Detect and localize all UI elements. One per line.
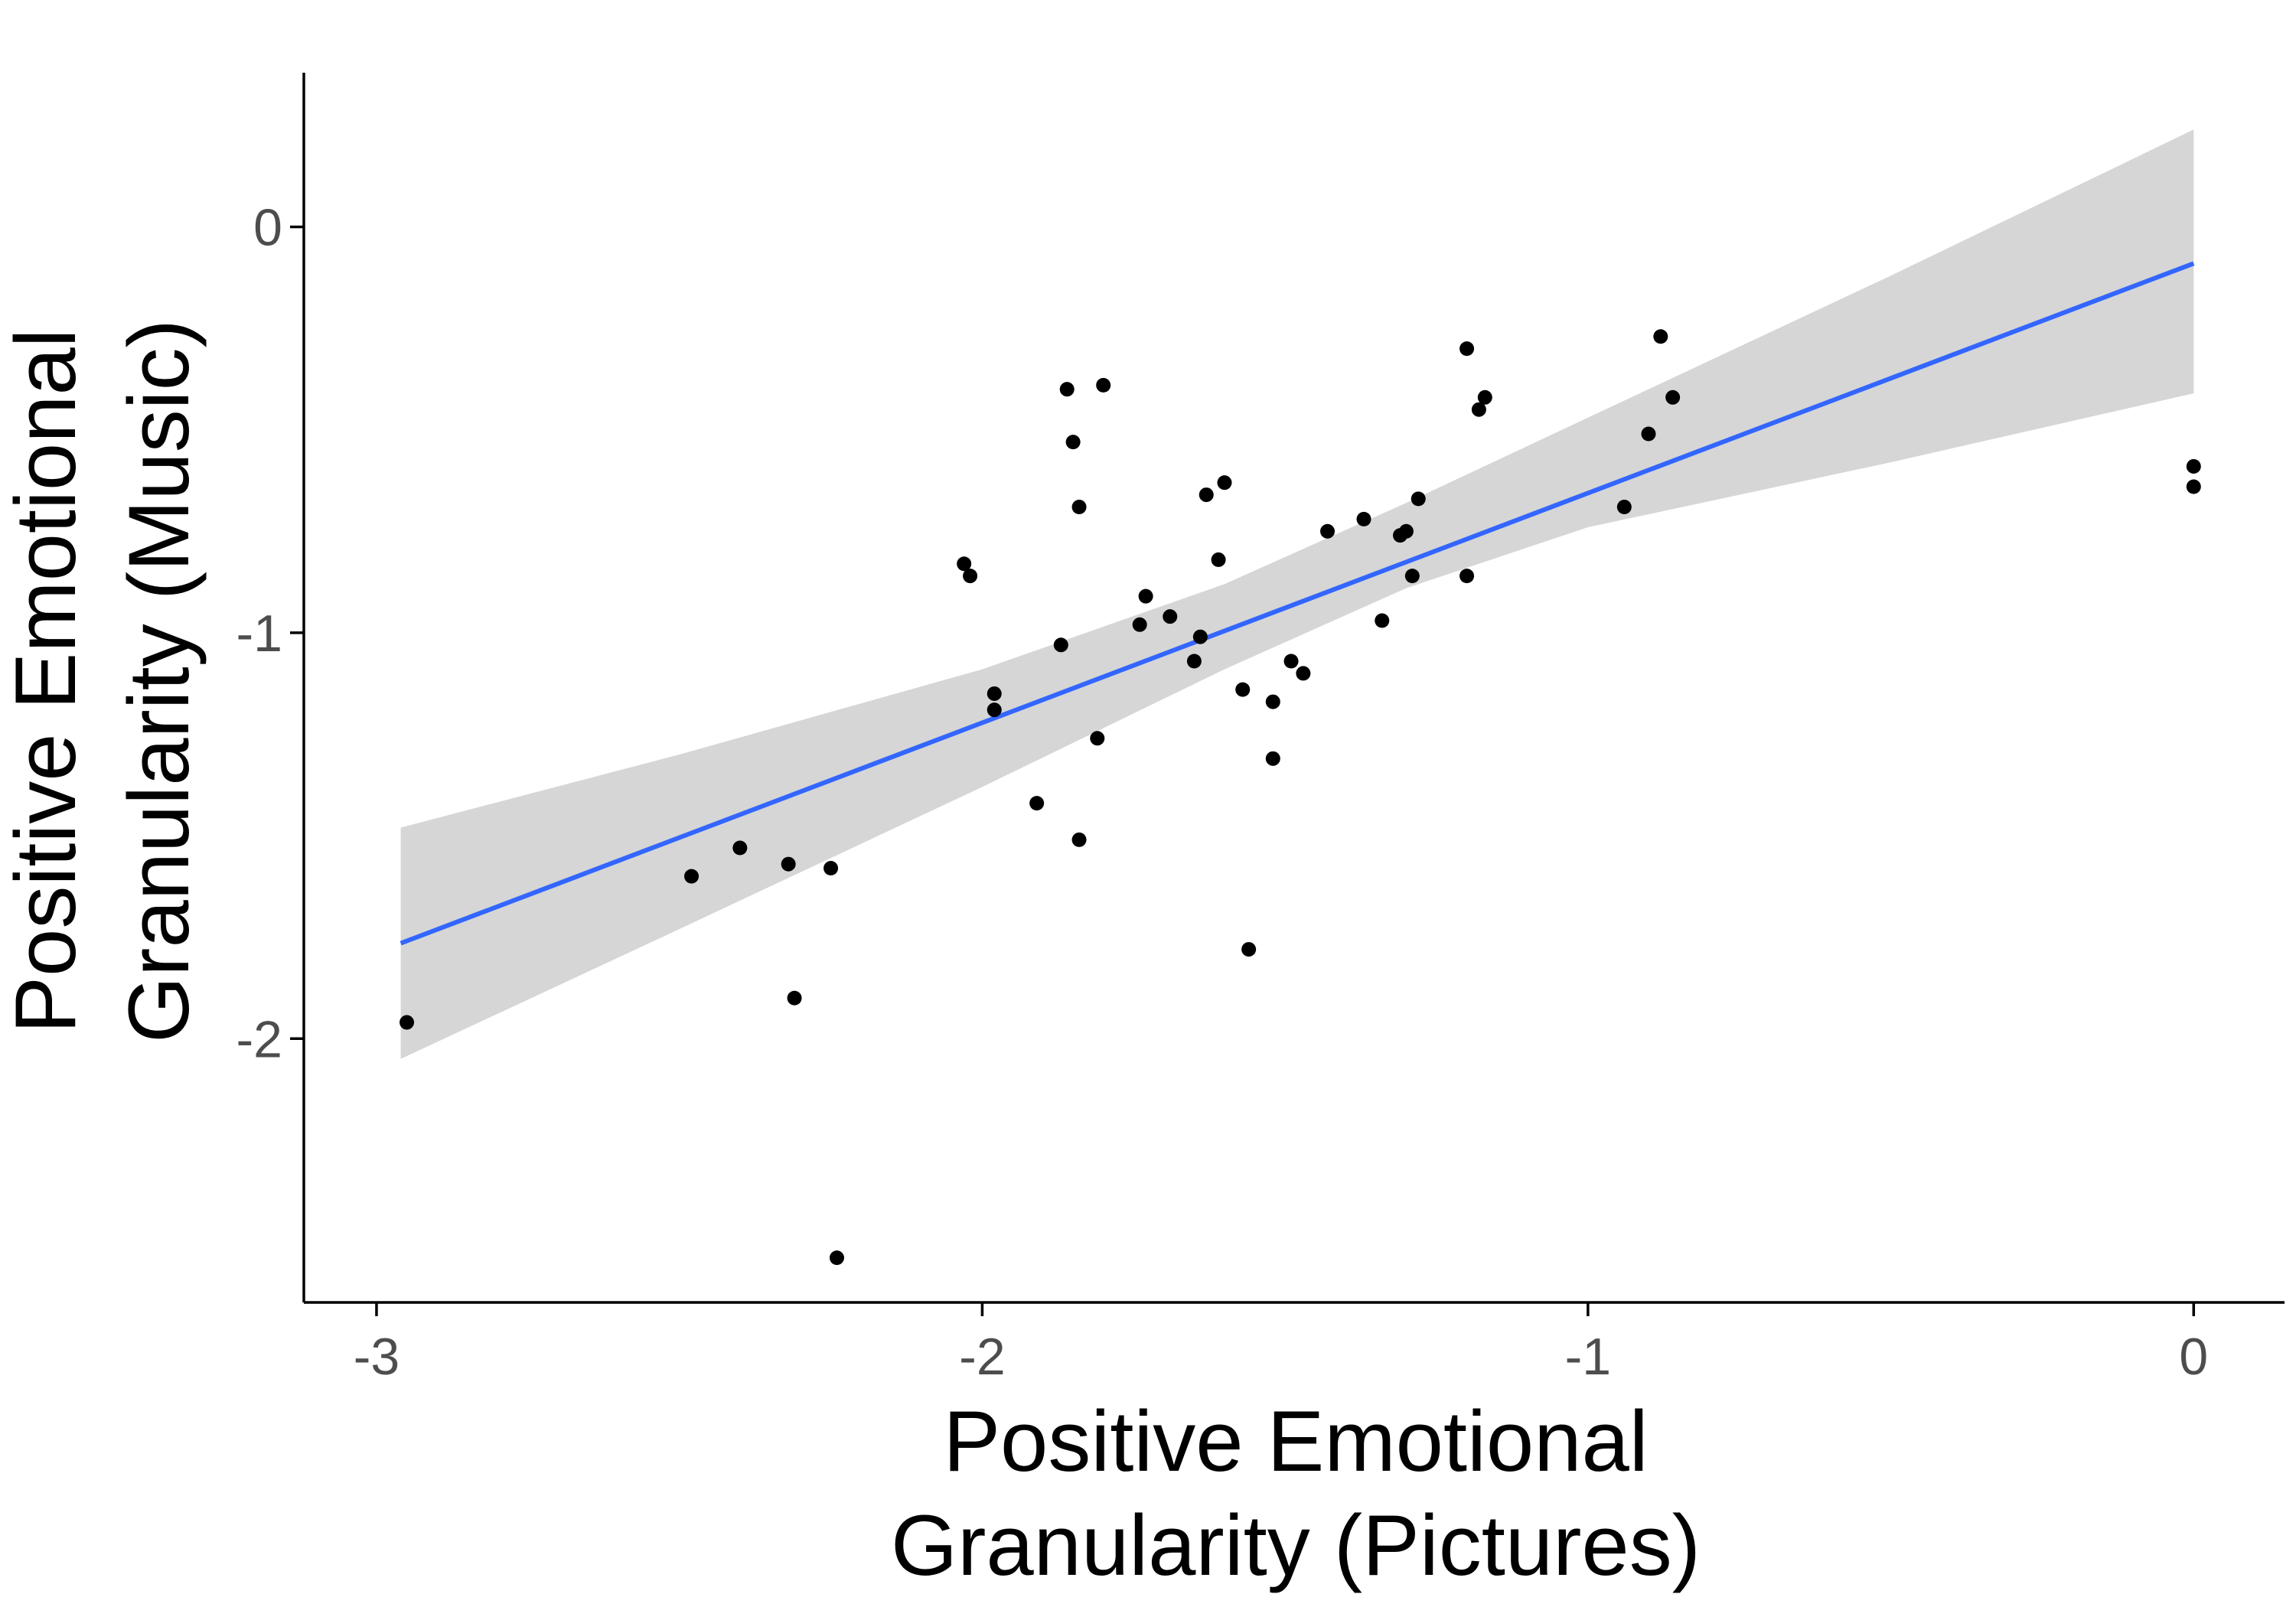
- data-point-2: [684, 869, 700, 884]
- data-point-26: [1211, 552, 1226, 567]
- data-point-21: [1138, 588, 1153, 604]
- confidence-band-layer: [400, 129, 2194, 1059]
- data-point-36: [1375, 613, 1390, 628]
- data-point-13: [1053, 637, 1068, 653]
- data-point-22: [1163, 609, 1178, 624]
- data-point-40: [1411, 491, 1426, 507]
- data-point-24: [1192, 629, 1208, 644]
- data-point-29: [1241, 942, 1257, 957]
- data-point-7: [829, 1250, 844, 1266]
- data-point-17: [1071, 832, 1087, 847]
- data-point-9: [963, 569, 978, 584]
- data-point-33: [1296, 666, 1311, 681]
- data-point-25: [1199, 487, 1214, 503]
- data-point-31: [1265, 694, 1280, 709]
- data-point-50: [2186, 479, 2201, 494]
- y-tick-label--2: -2: [236, 1010, 282, 1068]
- data-point-49: [2186, 458, 2201, 474]
- fit-line-layer: [400, 261, 2195, 946]
- data-point-5: [787, 990, 802, 1006]
- data-points-layer: [400, 329, 2201, 1266]
- data-point-38: [1398, 523, 1414, 539]
- data-point-20: [1132, 617, 1147, 632]
- data-point-16: [1071, 499, 1087, 514]
- data-point-28: [1235, 682, 1251, 697]
- x-tick-label--3: -3: [354, 1328, 400, 1386]
- data-point-45: [1616, 499, 1632, 514]
- x-tick-label--1: -1: [1565, 1328, 1611, 1386]
- data-point-19: [1096, 377, 1111, 393]
- data-point-27: [1217, 475, 1232, 491]
- x-axis-title-line-2: Granularity (Pictures): [891, 1498, 1701, 1593]
- data-point-44: [1477, 390, 1492, 405]
- data-point-10: [987, 686, 1002, 701]
- data-point-43: [1471, 402, 1486, 417]
- data-point-3: [732, 840, 748, 856]
- regression-line: [400, 261, 2195, 946]
- x-tick-label--2: -2: [959, 1328, 1005, 1386]
- y-axis-title-line-2: Granularity (Music): [111, 319, 207, 1043]
- y-tick-label-0: 0: [253, 199, 282, 257]
- data-point-39: [1404, 569, 1420, 584]
- data-point-8: [957, 556, 972, 572]
- data-point-34: [1320, 523, 1336, 539]
- data-point-15: [1065, 435, 1081, 450]
- data-point-46: [1641, 426, 1656, 442]
- data-point-18: [1090, 731, 1105, 746]
- data-point-12: [1029, 796, 1045, 811]
- data-point-30: [1265, 751, 1280, 766]
- y-tick-label--1: -1: [236, 605, 282, 663]
- data-point-11: [987, 702, 1002, 718]
- data-point-42: [1459, 569, 1475, 584]
- data-point-35: [1356, 511, 1371, 526]
- data-point-47: [1653, 329, 1668, 344]
- axis-titles-layer: Positive Emotional Granularity (Pictures…: [0, 319, 1701, 1593]
- x-tick-label-0: 0: [2179, 1328, 2208, 1386]
- x-axis-title-line-1: Positive Emotional: [943, 1393, 1648, 1489]
- data-point-32: [1283, 654, 1299, 669]
- data-point-4: [781, 856, 796, 872]
- data-point-23: [1186, 654, 1202, 669]
- data-point-1: [400, 1015, 415, 1030]
- data-point-48: [1665, 390, 1681, 405]
- data-point-6: [823, 861, 839, 876]
- data-point-14: [1059, 382, 1075, 397]
- data-point-41: [1459, 341, 1475, 357]
- axes-layer: -3 -2 -1 0 -2 -1 0: [236, 73, 2285, 1386]
- y-axis-title-line-1: Positive Emotional: [0, 328, 93, 1033]
- confidence-band: [400, 129, 2194, 1059]
